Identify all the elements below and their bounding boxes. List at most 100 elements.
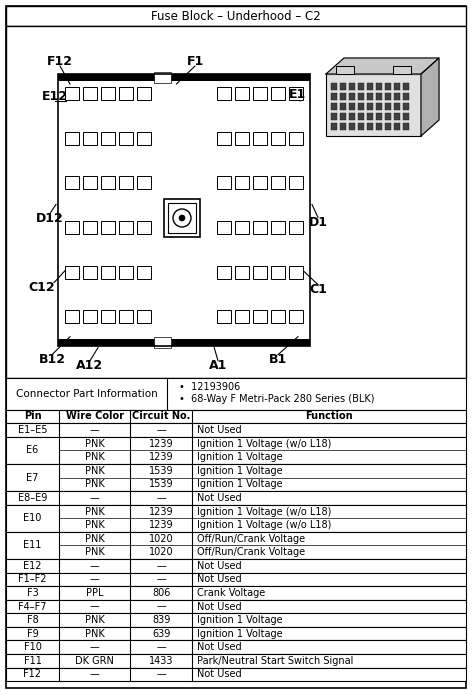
Text: E12: E12 [42,90,68,103]
Bar [349,123,355,130]
Bar [394,103,400,110]
Bar [289,310,303,323]
Bar [271,132,285,144]
Text: PNK: PNK [84,520,104,530]
Bar [385,83,391,90]
Text: 1239: 1239 [149,520,174,530]
Bar [326,74,421,136]
Bar [376,103,382,110]
Text: 1433: 1433 [149,656,174,666]
Text: Fuse Block – Underhood – C2: Fuse Block – Underhood – C2 [151,10,321,22]
Bar [164,199,200,237]
Bar [6,491,466,505]
Text: E8–E9: E8–E9 [18,493,47,503]
Bar [331,83,337,90]
Bar [6,423,466,437]
Bar [289,132,303,144]
Bar [65,176,79,189]
Bar [271,266,285,279]
Bar [217,221,231,234]
Bar [101,221,115,234]
Bar [235,266,249,279]
Text: F4–F7: F4–F7 [18,602,47,611]
Bar [6,378,466,409]
Bar [83,266,97,279]
Bar [403,113,409,120]
Bar [101,176,115,189]
Bar [376,93,382,100]
Text: F1: F1 [186,55,203,67]
Text: Not Used: Not Used [197,602,242,611]
Bar [6,532,466,559]
Text: F12: F12 [47,55,73,67]
Bar [393,66,411,74]
Bar [367,123,373,130]
Bar [6,6,466,26]
Bar [385,113,391,120]
Bar [376,113,382,120]
Bar [65,221,79,234]
Bar [137,310,151,323]
Bar [385,93,391,100]
Bar [119,266,133,279]
Bar [253,221,267,234]
Bar [403,103,409,110]
Text: PNK: PNK [84,466,104,476]
Text: 1020: 1020 [149,548,174,557]
Text: F8: F8 [26,615,38,625]
Bar [119,87,133,100]
Bar [101,266,115,279]
Bar [367,83,373,90]
Text: Not Used: Not Used [197,493,242,503]
Bar [289,176,303,189]
Text: F10: F10 [24,642,42,652]
Text: E11: E11 [23,541,42,550]
Text: —: — [156,670,166,679]
Bar [6,26,466,378]
Bar [253,87,267,100]
Bar [137,87,151,100]
Bar [58,74,310,81]
Circle shape [173,209,191,227]
Bar [6,437,466,464]
Text: Crank Voltage: Crank Voltage [197,588,266,598]
Bar [358,93,364,100]
Bar [253,310,267,323]
Bar [385,103,391,110]
Bar [253,132,267,144]
Bar [119,132,133,144]
Text: E7: E7 [26,473,39,482]
Bar [340,93,346,100]
Bar [58,74,310,346]
Text: —: — [90,642,100,652]
Text: Connector Part Information: Connector Part Information [16,389,157,398]
Bar [289,87,303,100]
Text: F3: F3 [26,588,38,598]
Bar [289,221,303,234]
Text: PNK: PNK [84,615,104,625]
Bar [331,103,337,110]
Text: Ignition 1 Voltage (w/o L18): Ignition 1 Voltage (w/o L18) [197,507,332,516]
Text: 1239: 1239 [149,452,174,462]
Bar [6,600,466,613]
Bar [137,132,151,144]
Text: PNK: PNK [84,548,104,557]
Bar [367,93,373,100]
Bar [349,83,355,90]
Bar [6,627,466,641]
Bar [235,132,249,144]
Text: E10: E10 [23,514,42,523]
Text: PPL: PPL [86,588,103,598]
Text: E6: E6 [26,446,39,455]
Bar [101,132,115,144]
Text: PNK: PNK [84,507,104,516]
Text: Ignition 1 Voltage: Ignition 1 Voltage [197,480,283,489]
Text: Park/Neutral Start Switch Signal: Park/Neutral Start Switch Signal [197,656,354,666]
Bar [137,221,151,234]
Bar [340,83,346,90]
Bar [349,93,355,100]
Text: F11: F11 [24,656,42,666]
Text: A1: A1 [209,359,227,372]
Text: E1: E1 [289,87,307,101]
Bar [235,221,249,234]
